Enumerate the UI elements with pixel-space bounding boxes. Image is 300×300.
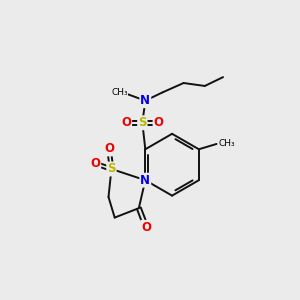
Text: S: S bbox=[107, 163, 116, 176]
Text: CH₃: CH₃ bbox=[219, 140, 236, 148]
Text: S: S bbox=[138, 116, 147, 129]
Text: N: N bbox=[140, 174, 150, 187]
Text: O: O bbox=[104, 142, 114, 155]
Text: O: O bbox=[121, 116, 131, 129]
Text: O: O bbox=[141, 221, 151, 234]
Text: N: N bbox=[140, 94, 150, 107]
Text: O: O bbox=[90, 157, 100, 170]
Text: CH₃: CH₃ bbox=[111, 88, 128, 97]
Text: O: O bbox=[154, 116, 164, 129]
